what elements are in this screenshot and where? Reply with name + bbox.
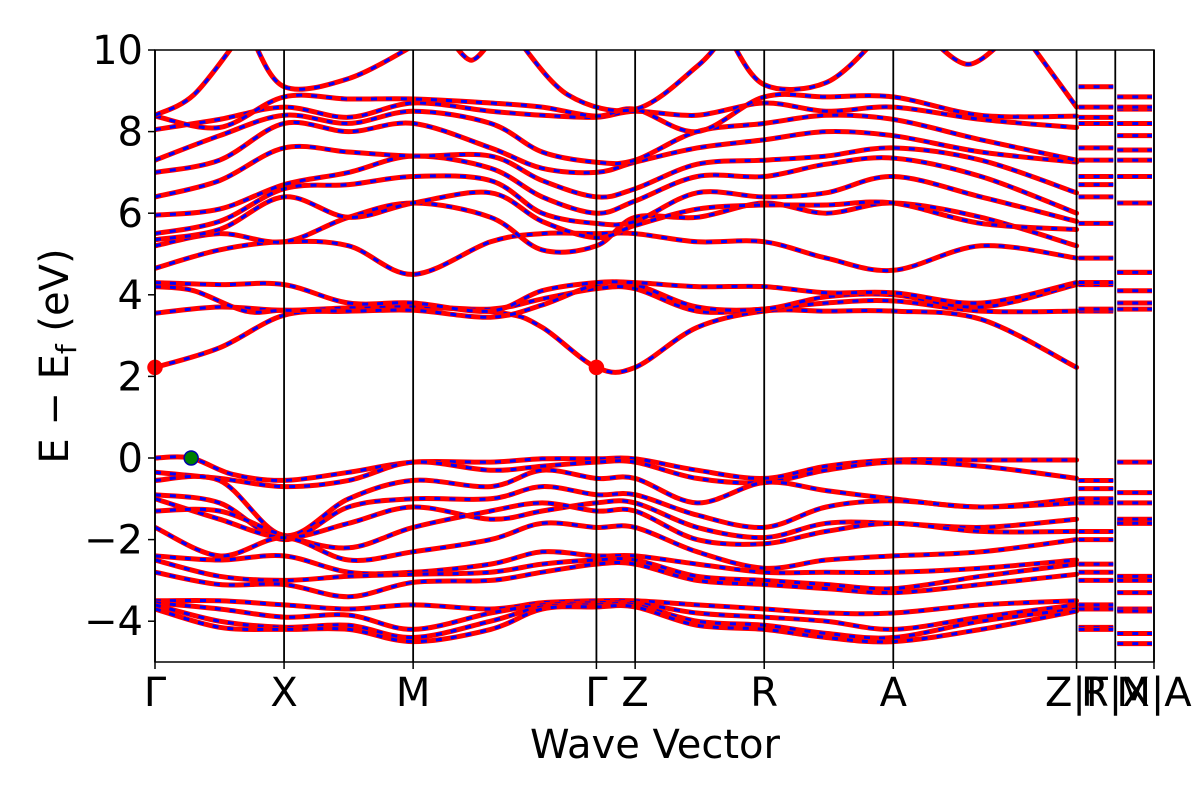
x-tick-label: Z|Γ	[1045, 670, 1109, 716]
y-tick-label: 10	[92, 28, 143, 74]
x-tick-label: R	[750, 670, 778, 716]
band-line-spin-up	[155, 304, 1080, 375]
band-line-spin-down	[256, 50, 409, 91]
x-tick-label: Γ	[144, 670, 167, 716]
x-tick-label: M	[396, 670, 431, 716]
plot-area	[147, 49, 1155, 663]
band-line-spin-up	[155, 108, 1080, 167]
band-line-spin-down	[155, 305, 1078, 374]
y-tick-label: 6	[118, 191, 143, 237]
band-line-spin-down	[1033, 50, 1078, 108]
y-axis-title: E − Ef (eV)	[32, 248, 83, 463]
extremum-markers	[147, 359, 605, 466]
y-axis-ticks: −4 −2 0 2 4 6 8 10	[84, 28, 155, 645]
y-tick-label: 8	[118, 110, 143, 156]
y-tick-label: −2	[84, 518, 143, 564]
band-line-spin-up	[1031, 50, 1080, 110]
band-line-spin-down	[155, 485, 1077, 542]
vbm-marker	[183, 450, 199, 466]
band-line-spin-up	[155, 143, 1080, 200]
band-line-spin-up	[522, 50, 717, 114]
band-line-spin-up	[733, 50, 870, 93]
x-axis-title: Wave Vector	[530, 722, 781, 768]
band-line-spin-down	[155, 521, 1077, 570]
x-tick-label: X	[270, 670, 297, 716]
band-line-spin-up	[455, 50, 488, 63]
band-line-spin-down	[155, 109, 1077, 166]
band-line-spin-up	[155, 189, 1080, 243]
x-tick-label: A	[880, 670, 908, 716]
band-line-spin-down	[155, 174, 1077, 236]
x-tick-label: Z	[621, 670, 648, 716]
band-line-spin-down	[940, 50, 996, 66]
y-tick-label: 2	[118, 354, 143, 400]
band-line-spin-up	[155, 458, 1080, 490]
x-tick-label: R|X	[1081, 670, 1150, 716]
band-line-spin-down	[734, 50, 868, 92]
band-lines	[155, 50, 1152, 647]
x-tick-label: M|A	[1116, 670, 1192, 716]
x-tick-label: Γ	[585, 670, 608, 716]
y-tick-label: 0	[118, 436, 143, 482]
y-tick-label: −4	[84, 599, 143, 645]
band-line-spin-down	[155, 598, 1077, 616]
band-line-spin-up	[939, 50, 997, 67]
cbm-marker	[588, 359, 605, 376]
plot-frame	[154, 49, 1155, 663]
x-axis-ticks: Γ X M Γ Z R A Z|ΓR|XM|A	[144, 662, 1192, 716]
band-line-spin-down	[155, 231, 1077, 276]
y-tick-label: 4	[118, 273, 143, 319]
